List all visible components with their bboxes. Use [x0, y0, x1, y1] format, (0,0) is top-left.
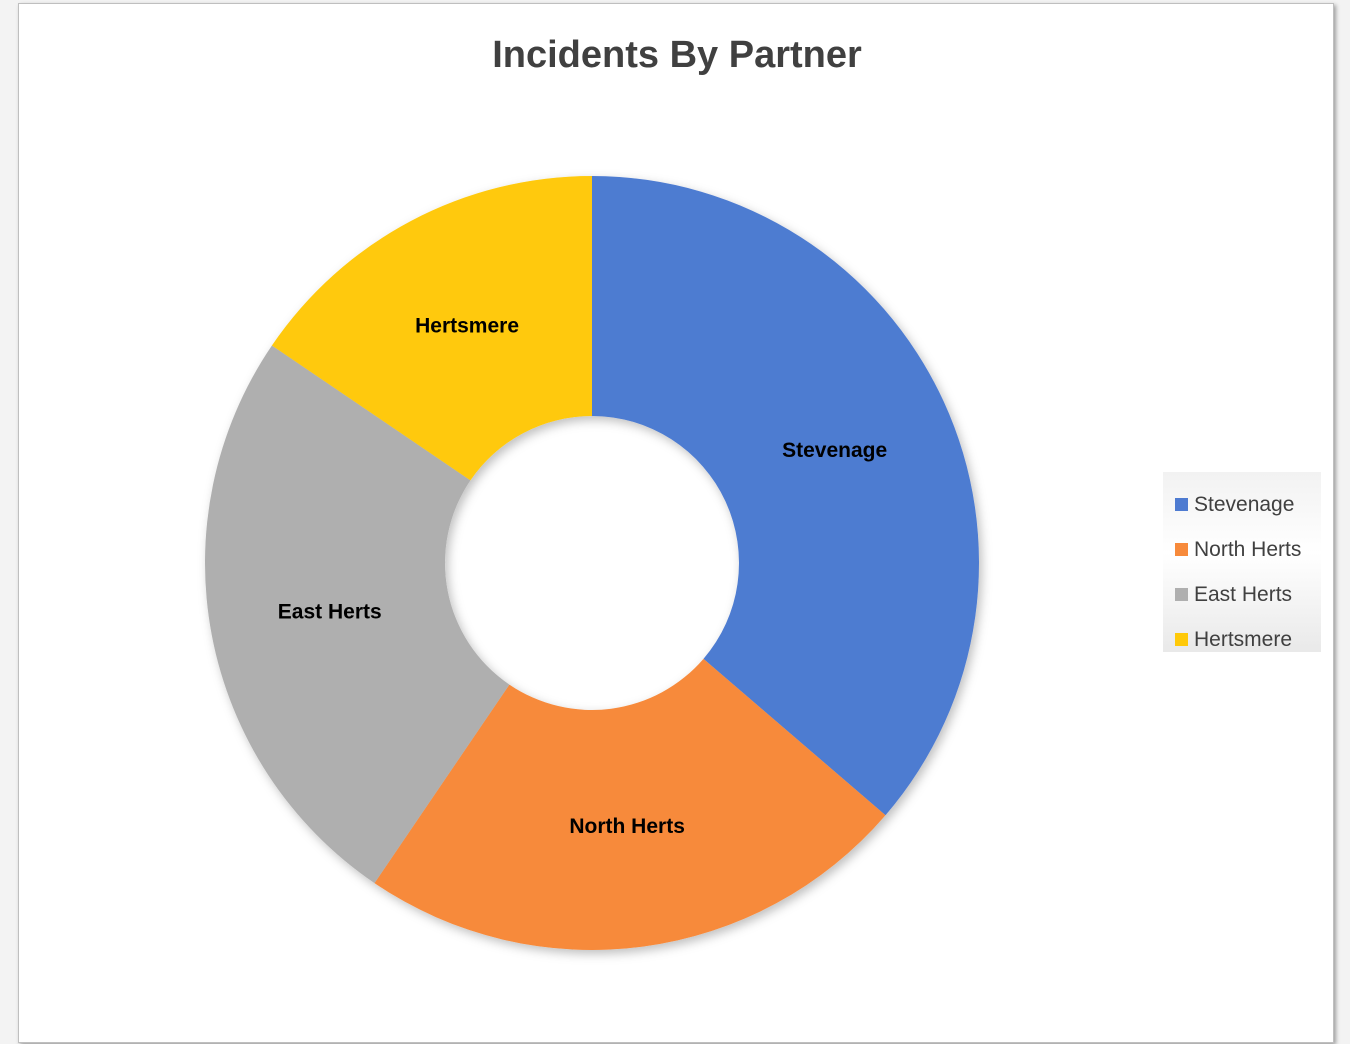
legend-swatch — [1175, 543, 1188, 556]
chart-area: Incidents By Partner Stevenage North Hert… — [18, 3, 1334, 1043]
chart-title: Incidents By Partner — [492, 34, 862, 76]
data-label-hertsmere: Hertsmere — [415, 315, 519, 338]
legend-label: East Herts — [1194, 582, 1293, 606]
doughnut-chart: Stevenage North Herts East Herts Hertsmere — [204, 175, 980, 951]
slice-east-herts — [204, 345, 510, 884]
slice-stevenage — [592, 176, 980, 816]
legend-swatch — [1175, 588, 1188, 601]
legend-label: North Herts — [1194, 537, 1302, 561]
legend-swatch — [1175, 633, 1188, 646]
data-label-stevenage: Stevenage — [782, 439, 887, 462]
data-label-east-herts: East Herts — [278, 601, 382, 624]
legend-item-north-herts: North Herts — [1163, 527, 1321, 572]
legend-item-hertsmere: Hertsmere — [1163, 617, 1321, 662]
legend-item-east-herts: East Herts — [1163, 572, 1321, 617]
legend-swatch — [1175, 498, 1188, 511]
legend-label: Stevenage — [1194, 492, 1295, 516]
chart-legend: Stevenage North Herts East Herts Hertsmere — [1163, 472, 1321, 652]
legend-label: Hertsmere — [1194, 627, 1293, 651]
data-label-north-herts: North Herts — [569, 815, 685, 838]
legend-item-stevenage: Stevenage — [1163, 482, 1321, 527]
slice-hertsmere — [271, 175, 592, 481]
slice-north-herts — [374, 658, 886, 951]
